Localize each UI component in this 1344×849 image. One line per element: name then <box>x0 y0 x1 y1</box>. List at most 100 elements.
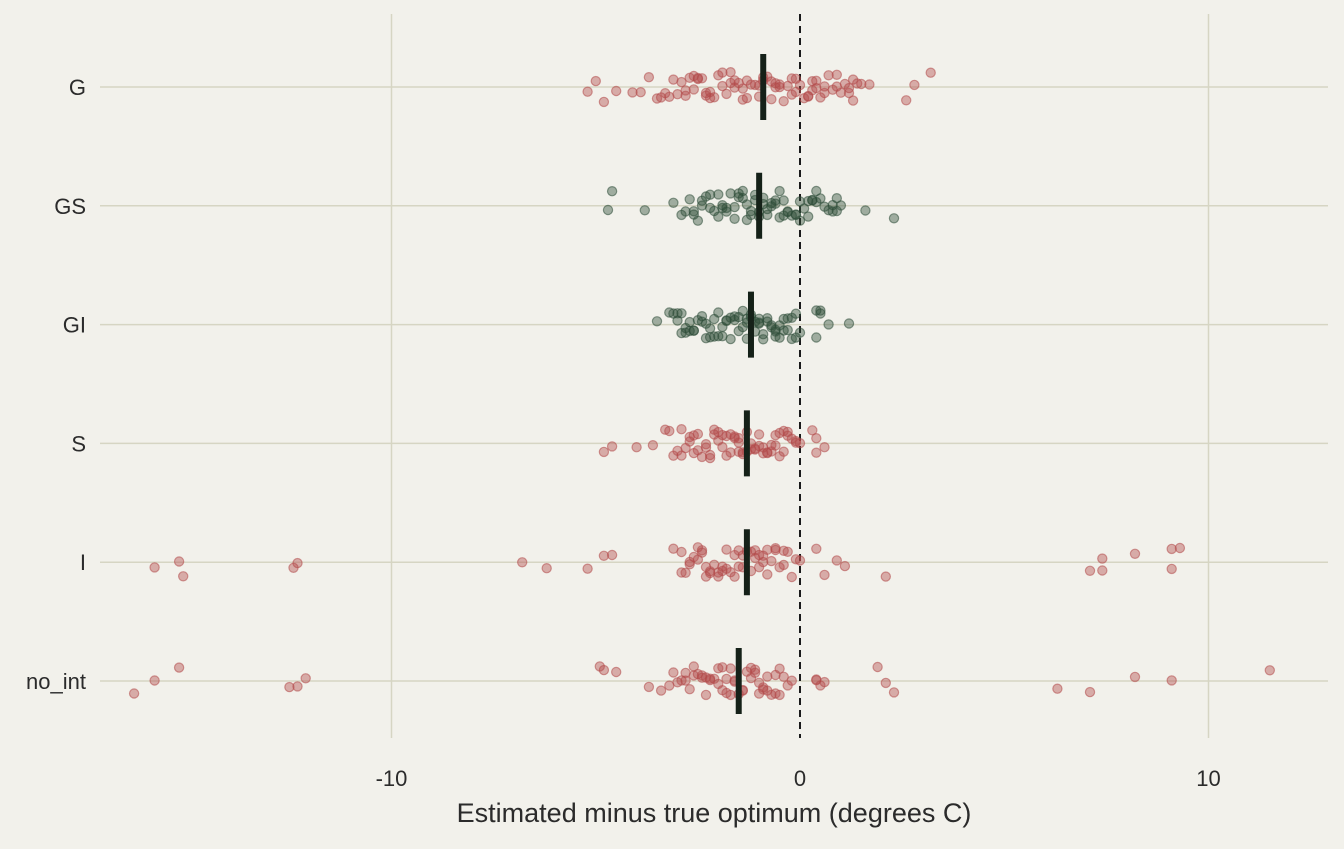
data-point <box>753 429 765 440</box>
data-point <box>1166 543 1177 555</box>
x-tick-label: 0 <box>794 766 806 791</box>
data-point <box>737 83 749 94</box>
data-point <box>676 424 687 435</box>
data-point <box>1166 675 1177 686</box>
data-point <box>635 86 646 98</box>
data-point <box>700 689 712 701</box>
data-point <box>823 319 834 330</box>
data-point <box>786 333 798 345</box>
data-point <box>655 92 667 103</box>
data-point <box>713 567 724 578</box>
data-point <box>782 313 793 324</box>
data-point <box>778 195 789 206</box>
data-point <box>758 334 769 345</box>
data-point <box>762 569 773 580</box>
data-point <box>717 67 728 78</box>
data-point <box>668 667 679 678</box>
data-point <box>901 95 912 106</box>
data-point <box>721 673 732 685</box>
data-point <box>888 687 900 698</box>
data-point <box>819 569 830 581</box>
data-point <box>856 78 867 90</box>
data-point <box>762 671 773 682</box>
data-point <box>582 563 593 574</box>
data-point <box>1174 542 1186 554</box>
data-point <box>864 79 875 90</box>
data-point <box>725 663 736 674</box>
data-point <box>782 546 793 558</box>
data-point <box>128 688 140 699</box>
y-tick-labels: G GS GI S Ino_int <box>26 75 86 694</box>
data-point <box>803 211 814 222</box>
x-tick-label: -10 <box>376 766 408 791</box>
data-point <box>676 450 687 461</box>
data-point <box>880 571 892 582</box>
data-point <box>749 443 761 454</box>
data-point <box>794 196 806 207</box>
data-point <box>660 424 671 435</box>
data-point <box>729 571 740 582</box>
y-tick-label: I <box>80 550 86 575</box>
data-point <box>745 205 757 217</box>
data-point <box>823 70 834 81</box>
data-point <box>680 85 691 96</box>
data-point <box>713 678 724 690</box>
data-point <box>811 332 822 343</box>
data-point <box>292 557 303 569</box>
data-point <box>749 545 761 556</box>
data-point <box>688 84 700 95</box>
data-point <box>843 82 855 94</box>
data-point <box>786 675 798 686</box>
data-point <box>725 689 736 701</box>
data-point <box>725 429 736 440</box>
data-point <box>680 675 691 686</box>
data-point <box>745 672 757 684</box>
data-point <box>606 441 618 452</box>
data-point <box>717 199 728 211</box>
data-point <box>292 681 303 692</box>
data-point <box>177 571 189 582</box>
x-tick-labels: -10 0 10 <box>376 766 1221 791</box>
data-point <box>676 546 687 558</box>
data-point <box>737 305 749 317</box>
data-point <box>696 316 708 327</box>
data-point <box>790 209 802 220</box>
data-point <box>729 213 740 224</box>
data-point <box>668 74 679 85</box>
data-point <box>713 189 724 200</box>
data-point <box>704 323 716 334</box>
data-point <box>1097 565 1108 576</box>
data-point <box>696 195 708 206</box>
data-point <box>782 324 793 336</box>
data-point <box>843 318 855 329</box>
data-point <box>815 308 826 319</box>
data-point <box>749 664 761 675</box>
data-point <box>700 87 712 99</box>
data-point <box>700 333 712 344</box>
data-point <box>880 677 892 689</box>
data-point <box>807 85 818 96</box>
data-point <box>709 331 720 342</box>
data-point <box>815 305 826 316</box>
data-point <box>766 555 777 567</box>
data-point <box>696 451 708 463</box>
data-point <box>598 664 610 676</box>
data-point <box>676 327 687 339</box>
data-point <box>847 95 859 106</box>
data-point <box>819 676 830 688</box>
data-point <box>643 71 655 83</box>
data-point <box>1052 683 1063 694</box>
data-point <box>713 211 724 222</box>
data-point <box>684 194 695 205</box>
data-point <box>647 440 659 451</box>
data-point <box>688 430 700 441</box>
data-point <box>1084 565 1096 577</box>
data-point <box>762 203 773 215</box>
data-point <box>1166 563 1177 575</box>
data-point <box>684 316 695 328</box>
data-point <box>639 205 651 216</box>
data-point <box>774 212 785 223</box>
data-point <box>643 681 655 693</box>
